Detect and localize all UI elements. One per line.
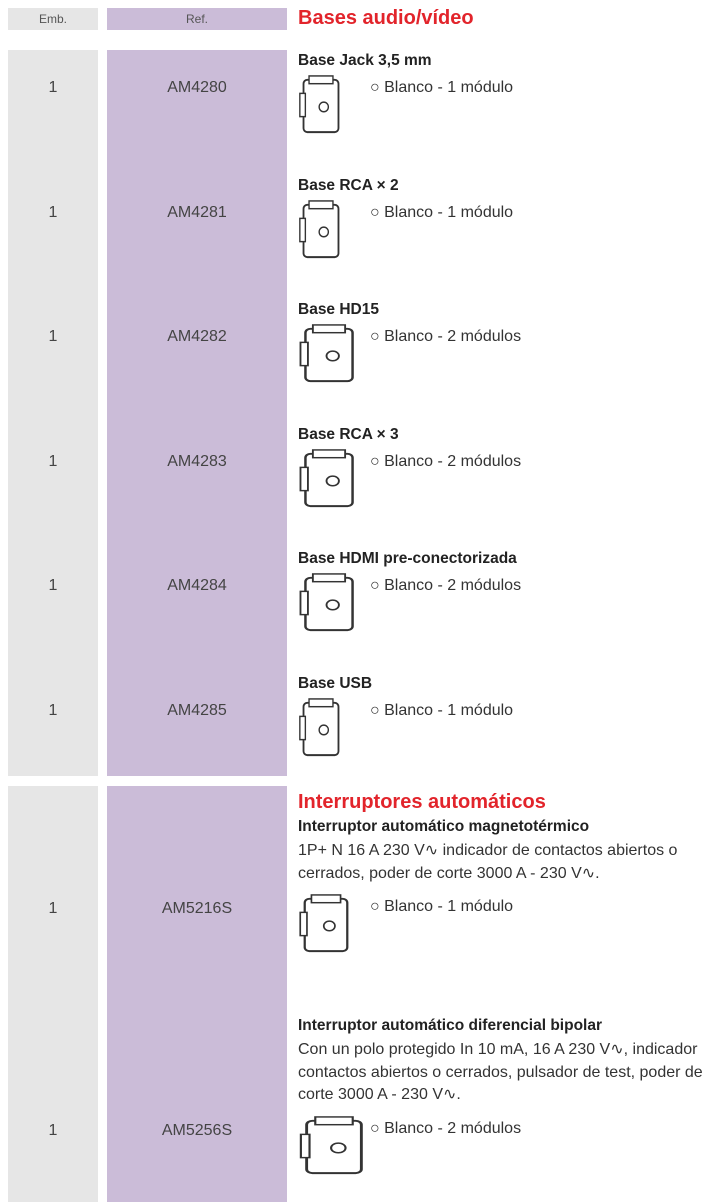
finish: ○ Blanco - 2 módulos	[370, 452, 522, 470]
emb-header: Emb.	[38, 12, 67, 26]
product-name: Base RCA × 2	[298, 176, 399, 194]
ref: AM4285	[167, 701, 227, 719]
finish: ○ Blanco - 1 módulo	[370, 701, 514, 719]
finish: ○ Blanco - 1 módulo	[370, 203, 514, 221]
ref-column	[107, 786, 287, 1202]
description: Con un polo protegido In 10 mA, 16 A 230…	[298, 1041, 703, 1103]
finish: ○ Blanco - 1 módulo	[370, 79, 514, 96]
product-name: Interruptor automático diferencial bipol…	[298, 1017, 603, 1034]
product-name: Base HD15	[298, 301, 379, 318]
emb: 1	[48, 577, 58, 594]
emb: 1	[48, 79, 58, 96]
emb: 1	[48, 1122, 58, 1139]
device-icon	[298, 448, 360, 510]
finish: ○ Blanco - 2 módulos	[370, 1120, 522, 1137]
product-name: Interruptor automático magnetotérmico	[298, 818, 590, 835]
emb: 1	[48, 701, 58, 719]
product-name: Base RCA × 3	[298, 425, 399, 443]
product-name: Base HDMI pre-conectorizada	[298, 550, 517, 567]
emb-column	[8, 50, 98, 776]
emb: 1	[48, 328, 58, 345]
device-icon	[298, 1115, 370, 1177]
device-icon	[298, 893, 354, 955]
emb-header-bg	[8, 8, 98, 30]
emb-column	[8, 786, 98, 1202]
ref: AM4281	[167, 203, 227, 221]
ref: AM4283	[167, 452, 227, 470]
ref: AM4280	[167, 79, 227, 96]
emb: 1	[48, 900, 58, 917]
product-name: Base USB	[298, 674, 373, 692]
ref-column	[107, 50, 287, 776]
ref-header: Ref.	[185, 12, 208, 26]
emb: 1	[48, 203, 58, 221]
device-icon	[298, 323, 360, 385]
ref: AM5256S	[161, 1122, 233, 1139]
ref: AM4282	[167, 328, 227, 345]
device-icon	[298, 572, 360, 634]
device-icon	[298, 697, 344, 759]
finish: ○ Blanco - 2 módulos	[370, 577, 522, 594]
product-name: Base Jack 3,5 mm	[298, 52, 432, 69]
section-title: Interruptores automáticos	[298, 791, 546, 813]
ref: AM4284	[167, 577, 227, 594]
finish: ○ Blanco - 2 módulos	[370, 328, 522, 345]
section-title: Bases audio/vídeo	[298, 7, 474, 29]
emb: 1	[48, 452, 58, 470]
ref: AM5216S	[161, 900, 233, 917]
description: 1P+ N 16 A 230 V∿ indicador de contactos…	[298, 842, 678, 882]
ref-header-bg	[107, 8, 287, 30]
finish: ○ Blanco - 1 módulo	[370, 898, 514, 915]
device-icon	[298, 74, 344, 136]
device-icon	[298, 199, 344, 261]
